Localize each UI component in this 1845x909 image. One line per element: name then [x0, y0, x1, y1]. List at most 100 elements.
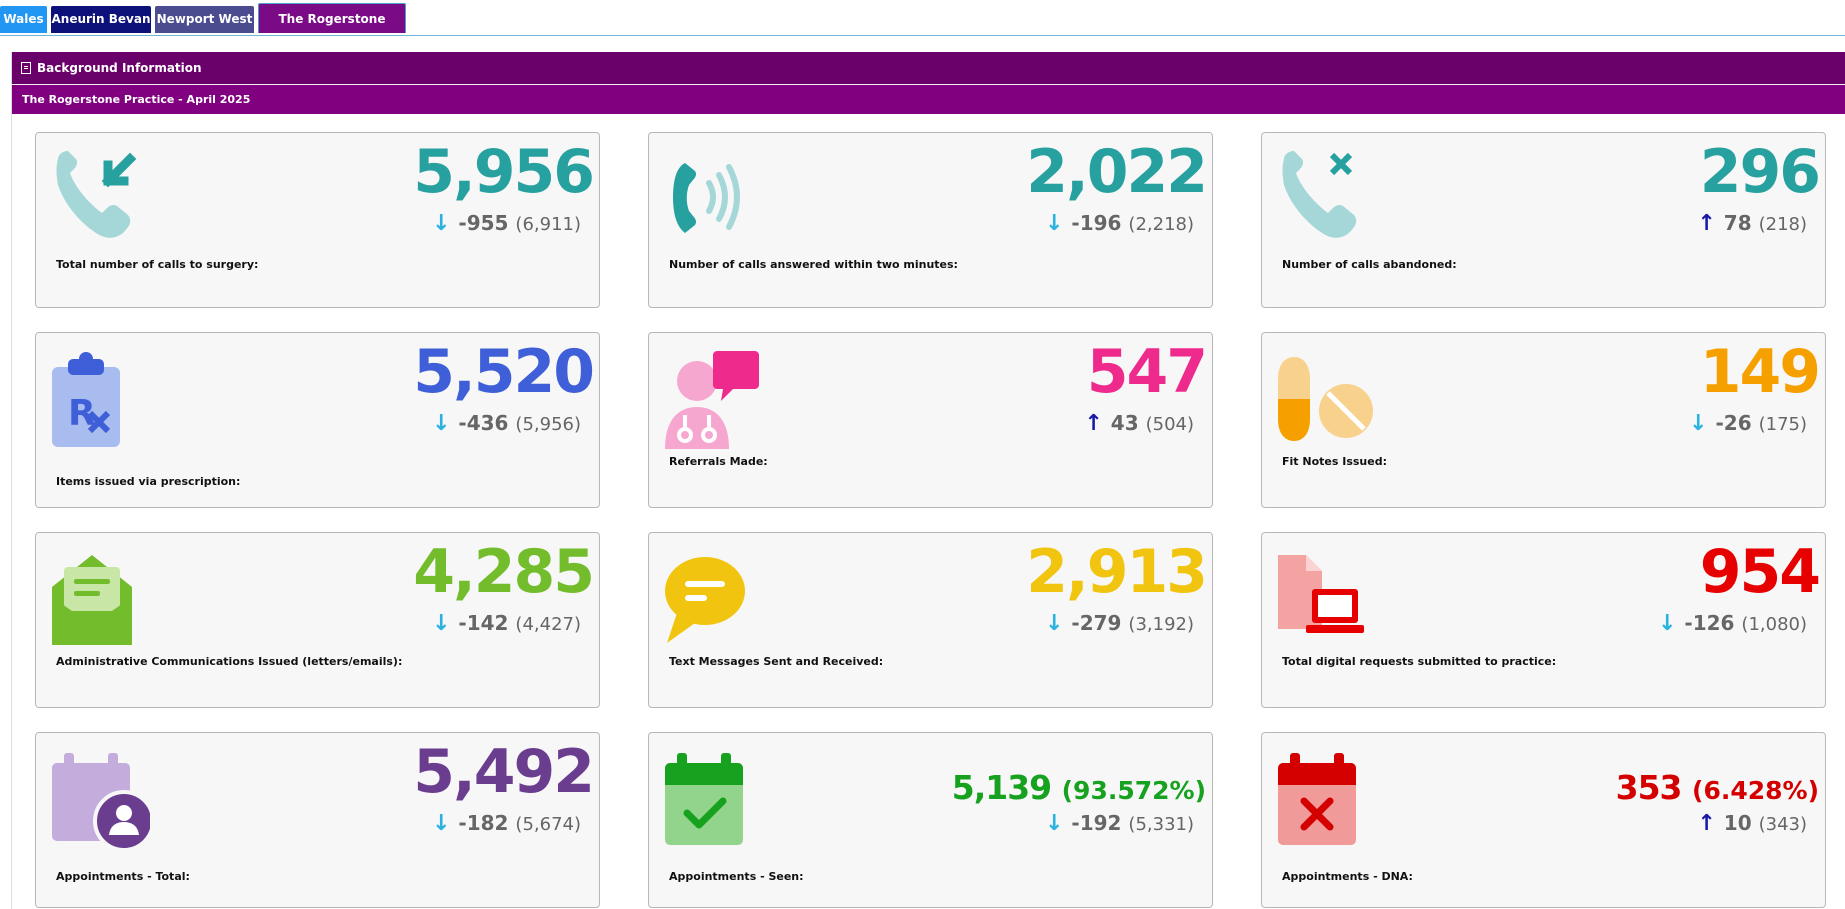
value-percent: (93.572%)	[1061, 776, 1206, 805]
phone-incoming-icon	[56, 151, 137, 238]
previous-value: (5,331)	[1128, 814, 1194, 835]
stat-change: ↓ -196 (2,218)	[1045, 211, 1194, 236]
previous-value: (1,080)	[1741, 614, 1807, 635]
previous-value: (6,911)	[515, 214, 581, 235]
stat-label: Items issued via prescription:	[56, 475, 241, 488]
document-laptop-icon	[1278, 555, 1364, 633]
previous-value: (343)	[1758, 814, 1807, 835]
stat-change: ↓ -142 (4,427)	[432, 611, 581, 636]
calendar-cross-icon	[1278, 753, 1356, 845]
stat-label: Referrals Made:	[669, 455, 768, 468]
stat-value: 353 (6.428%)	[1616, 753, 1819, 826]
value-number: 5,139	[951, 768, 1052, 807]
previous-value: (2,218)	[1128, 214, 1194, 235]
stat-change: ↓ -182 (5,674)	[432, 811, 581, 836]
tab-rogerstone-practice[interactable]: The Rogerstone Practice	[258, 3, 406, 56]
previous-value: (218)	[1758, 214, 1807, 235]
arrow-down-icon: ↓	[431, 211, 451, 236]
arrow-down-icon: ↓	[1044, 811, 1064, 836]
phone-ringing-icon	[673, 163, 740, 233]
card-appointments-total: 5,492 ↓ -182 (5,674) Appointments - Total…	[35, 732, 600, 908]
change-value: -126	[1684, 611, 1735, 635]
card-fit-notes: 149 ↓ -26 (175) Fit Notes Issued:	[1261, 332, 1826, 508]
change-value: -196	[1071, 211, 1122, 235]
card-digital-requests: 954 ↓ -126 (1,080) Total digital requests…	[1261, 532, 1826, 708]
stat-change: ↑ 78 (218)	[1697, 211, 1807, 236]
document-icon	[21, 61, 31, 74]
arrow-down-icon: ↓	[1657, 611, 1677, 636]
stat-value: 5,956	[413, 137, 595, 207]
change-value: 43	[1110, 411, 1139, 435]
stat-label: Appointments - Seen:	[669, 870, 804, 883]
stat-value: 5,520	[413, 337, 595, 407]
stat-value: 296	[1699, 137, 1821, 207]
previous-value: (4,427)	[515, 614, 581, 635]
dashboard-content: 5,956 ↓ -955 (6,911) Total number of call…	[12, 114, 1845, 909]
stat-change: ↑ 43 (504)	[1084, 411, 1194, 436]
stat-change: ↓ -126 (1,080)	[1658, 611, 1807, 636]
arrow-up-icon: ↑	[1084, 411, 1103, 436]
change-value: -436	[458, 411, 509, 435]
stat-change: ↓ -955 (6,911)	[432, 211, 581, 236]
calendar-check-icon	[665, 753, 743, 845]
stat-value: 547	[1086, 337, 1208, 407]
phone-missed-icon	[1282, 151, 1357, 238]
stat-change: ↓ -436 (5,956)	[432, 411, 581, 436]
card-prescriptions: R 5,520 ↓ -436 (5,956) Items issued via p…	[35, 332, 600, 508]
value-number: 353	[1615, 768, 1683, 807]
card-referrals: 547 ↑ 43 (504) Referrals Made:	[648, 332, 1213, 508]
stat-value: 5,492	[413, 737, 595, 807]
previous-value: (3,192)	[1128, 614, 1194, 635]
card-appointments-seen: 5,139 (93.572%) ↓ -192 (5,331) Appointmen…	[648, 732, 1213, 908]
card-text-messages: 2,913 ↓ -279 (3,192) Text Messages Sent a…	[648, 532, 1213, 708]
background-information-bar[interactable]: Background Information	[12, 52, 1845, 84]
arrow-down-icon: ↓	[1044, 211, 1064, 236]
change-value: -26	[1715, 411, 1752, 435]
stat-label: Appointments - Total:	[56, 870, 190, 883]
envelope-letter-icon	[52, 555, 132, 645]
stat-label: Fit Notes Issued:	[1282, 455, 1387, 468]
arrow-down-icon: ↓	[431, 411, 451, 436]
tab-bar: Wales Aneurin Bevan Newport West The Rog…	[0, 0, 1845, 56]
section-header: The Rogerstone Practice - April 2025	[12, 85, 1845, 114]
change-value: -182	[458, 811, 509, 835]
calendar-user-icon	[52, 753, 150, 849]
stat-value: 4,285	[413, 537, 595, 607]
pills-icon	[1278, 357, 1373, 441]
stat-label: Appointments - DNA:	[1282, 870, 1413, 883]
card-admin-communications: 4,285 ↓ -142 (4,427) Administrative Commu…	[35, 532, 600, 708]
arrow-down-icon: ↓	[1044, 611, 1064, 636]
prescription-clipboard-icon: R	[52, 352, 120, 447]
stat-value: 5,139 (93.572%)	[952, 753, 1206, 826]
previous-value: (175)	[1758, 414, 1807, 435]
stat-value: 954	[1699, 537, 1821, 607]
previous-value: (504)	[1145, 414, 1194, 435]
stat-value: 2,913	[1026, 537, 1208, 607]
stat-label: Administrative Communications Issued (le…	[56, 655, 403, 668]
stat-label: Text Messages Sent and Received:	[669, 655, 884, 668]
value-percent: (6.428%)	[1692, 776, 1819, 805]
stat-change: ↓ -192 (5,331)	[1045, 811, 1194, 836]
tab-wales[interactable]: Wales	[0, 6, 47, 33]
change-value: -955	[458, 211, 509, 235]
stat-label: Number of calls abandoned:	[1282, 258, 1457, 271]
stat-value: 149	[1699, 337, 1821, 407]
arrow-up-icon: ↑	[1697, 811, 1716, 836]
tab-newport-west[interactable]: Newport West	[155, 6, 254, 33]
arrow-down-icon: ↓	[431, 611, 451, 636]
card-calls-answered: 2,022 ↓ -196 (2,218) Number of calls answ…	[648, 132, 1213, 308]
arrow-up-icon: ↑	[1697, 211, 1716, 236]
change-value: -142	[458, 611, 509, 635]
stat-label: Total number of calls to surgery:	[56, 258, 259, 271]
chat-bubble-icon	[665, 557, 745, 643]
card-calls-abandoned: 296 ↑ 78 (218) Number of calls abandoned:	[1261, 132, 1826, 308]
change-value: -192	[1071, 811, 1122, 835]
previous-value: (5,956)	[515, 414, 581, 435]
previous-value: (5,674)	[515, 814, 581, 835]
tab-aneurin-bevan[interactable]: Aneurin Bevan	[51, 6, 151, 33]
change-value: 78	[1723, 211, 1752, 235]
stat-label: Number of calls answered within two minu…	[669, 258, 958, 271]
card-appointments-dna: 353 (6.428%) ↑ 10 (343) Appointments - DN…	[1261, 732, 1826, 908]
arrow-down-icon: ↓	[431, 811, 451, 836]
doctor-chat-icon	[665, 351, 759, 449]
